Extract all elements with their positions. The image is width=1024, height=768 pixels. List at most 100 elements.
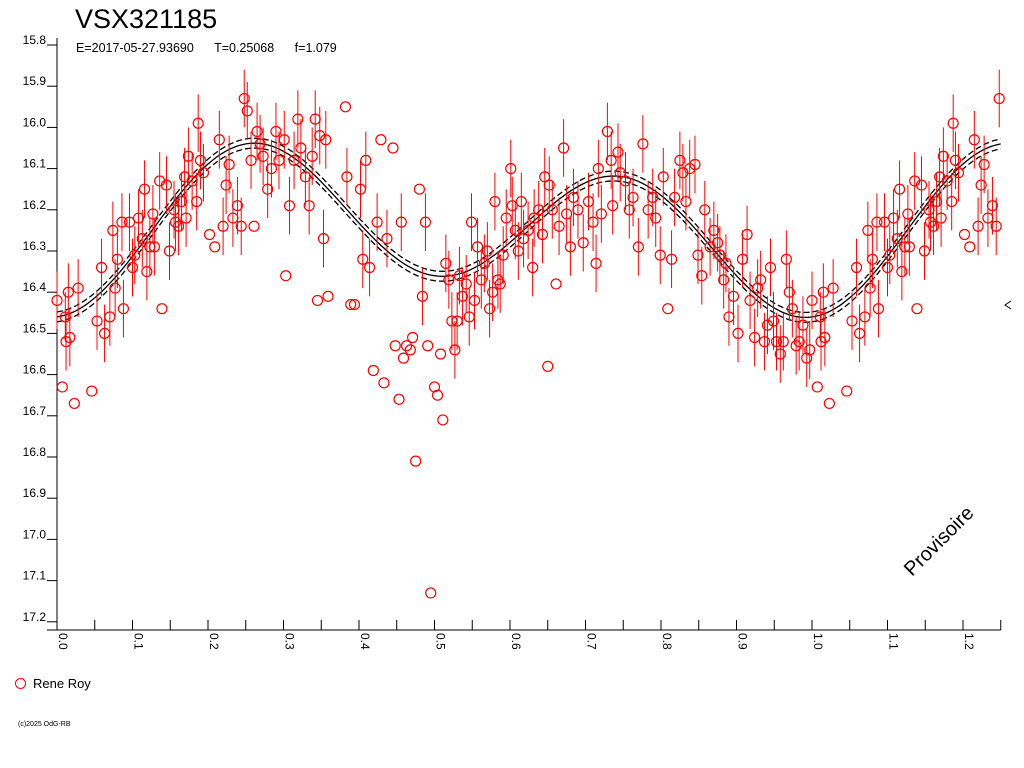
data-point: [360, 154, 372, 166]
data-point: [937, 150, 949, 162]
data-point: [299, 171, 311, 183]
data-point: [927, 220, 940, 232]
data-point: [817, 286, 829, 298]
x-tick-label: 0.2: [207, 633, 221, 650]
y-tick-label: 16.2: [23, 198, 47, 212]
data-point: [657, 171, 669, 183]
data-point: [558, 142, 570, 154]
data-point: [841, 385, 853, 397]
data-point: [522, 224, 534, 236]
y-tick-label: 16.9: [23, 486, 47, 500]
data-point: [311, 294, 324, 307]
x-tick-label: 0.1: [132, 633, 146, 650]
x-tick-label: 0.3: [283, 633, 297, 650]
data-point: [543, 179, 555, 191]
fit-curves: [56, 137, 1001, 323]
data-point: [587, 216, 599, 228]
data-point: [896, 266, 908, 278]
data-point: [484, 303, 496, 315]
data-point: [712, 237, 724, 249]
data-point: [425, 587, 437, 599]
data-point: [911, 303, 923, 315]
y-tick-label: 16.5: [23, 321, 47, 335]
data-point: [238, 92, 250, 105]
data-point: [400, 340, 413, 352]
data-point: [903, 241, 915, 253]
data-point: [147, 208, 159, 220]
x-tick-label: 1.2: [962, 633, 976, 650]
data-point: [378, 377, 390, 389]
data-point: [564, 241, 577, 253]
data-point: [111, 253, 124, 265]
data-point: [320, 134, 332, 146]
x-tick-label: 0.6: [509, 633, 523, 650]
data-point: [363, 261, 376, 274]
period-label: T=0.25068: [214, 41, 275, 55]
data-point: [257, 150, 269, 162]
data-point: [56, 381, 68, 393]
data-point: [902, 208, 914, 220]
data-point: [804, 344, 816, 356]
epoch-label: E=2017-05-27.93690: [76, 41, 194, 55]
data-point: [209, 241, 221, 253]
data-point: [654, 249, 666, 261]
data-point: [533, 204, 545, 216]
data-point: [527, 261, 539, 274]
data-point: [434, 348, 447, 360]
data-point: [993, 92, 1005, 105]
data-point: [431, 389, 444, 401]
data-point: [126, 261, 139, 274]
data-point: [650, 212, 662, 224]
y-tick-label: 17.2: [23, 610, 47, 624]
data-point: [203, 228, 216, 241]
data-point: [163, 245, 176, 257]
data-point: [692, 249, 704, 261]
data-point: [407, 331, 419, 344]
data-point: [623, 204, 635, 216]
data-point: [732, 327, 744, 339]
data-point: [968, 134, 980, 146]
data-point: [662, 303, 674, 315]
data-point: [141, 266, 153, 278]
copyright: (c)2025 OdG-RB: [18, 721, 71, 728]
data-point: [515, 195, 527, 208]
data-point: [68, 397, 80, 410]
data-point: [891, 233, 903, 245]
data-point: [235, 220, 247, 232]
data-point: [536, 228, 549, 241]
y-tick-label: 16.4: [23, 280, 47, 294]
data-point: [393, 393, 405, 405]
data-point: [577, 237, 589, 249]
data-point: [786, 303, 798, 315]
data-point: [864, 282, 876, 294]
data-point: [708, 224, 720, 236]
data-point: [278, 134, 290, 146]
data-point: [819, 331, 831, 344]
data-point: [871, 216, 883, 228]
data-point: [755, 274, 767, 286]
data-point: [478, 257, 490, 269]
data-point: [509, 224, 521, 236]
data-point: [375, 134, 387, 146]
data-point: [410, 455, 422, 467]
data-point: [872, 303, 885, 315]
data-point: [60, 336, 72, 348]
data-point: [561, 208, 573, 220]
data-point: [744, 294, 756, 307]
data-point: [223, 158, 235, 171]
data-point: [500, 212, 512, 224]
data-point: [592, 163, 604, 175]
data-point: [506, 200, 518, 212]
data-point: [322, 290, 334, 302]
data-point: [946, 195, 958, 208]
fit-lower-bound: [56, 147, 1001, 323]
data-point: [550, 278, 562, 290]
data-point: [827, 282, 839, 294]
data-point: [62, 286, 74, 298]
data-point: [86, 385, 98, 397]
data-point: [172, 220, 185, 232]
data-points: [51, 69, 1005, 599]
data-point: [958, 228, 971, 241]
fit-curve: [56, 142, 1001, 319]
data-point: [292, 113, 304, 125]
